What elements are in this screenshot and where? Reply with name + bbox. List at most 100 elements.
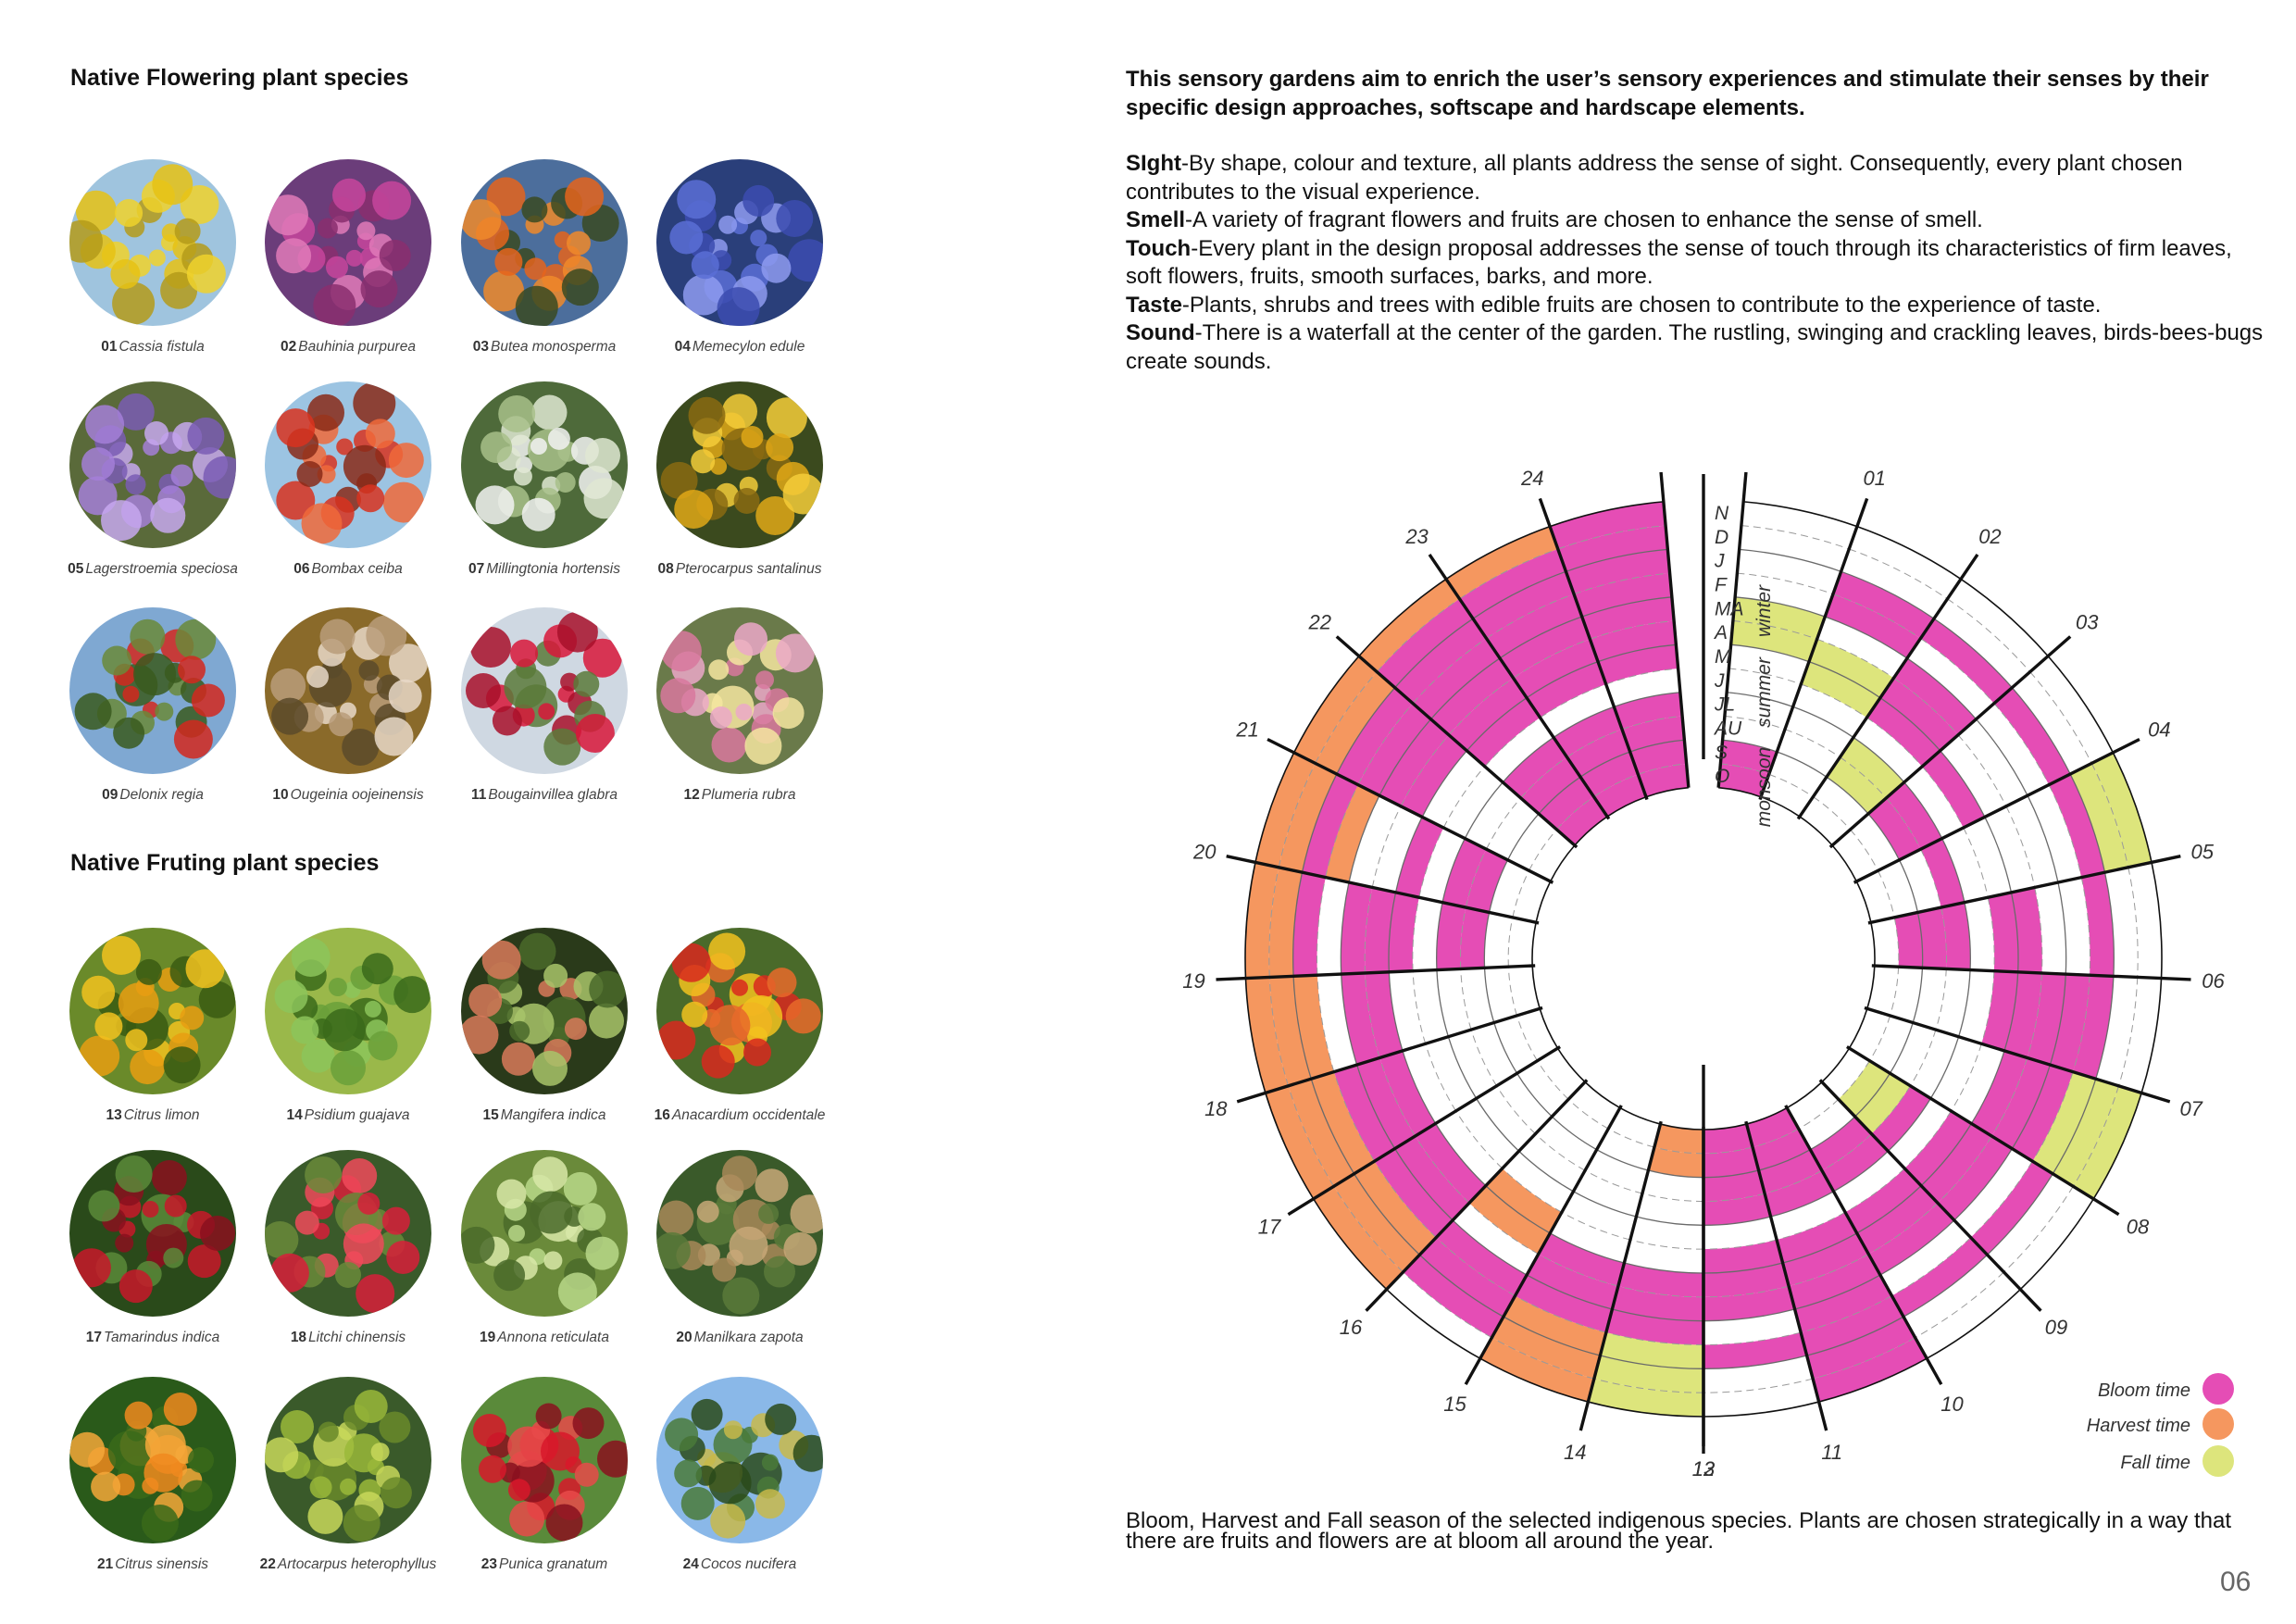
month-ring: [1806, 1316, 1904, 1356]
species-sector: [1244, 862, 1537, 979]
species-number-label: 19: [1182, 969, 1204, 993]
month-ring: [1614, 692, 1680, 707]
month-ring: [1459, 548, 1558, 600]
month-ring: [1526, 1274, 1613, 1310]
month-ring: [1436, 969, 1450, 1037]
bloom-cell: [1515, 1275, 1613, 1333]
bloom-cell: [1557, 525, 1668, 572]
month-ring: [2103, 872, 2115, 977]
ring-edge: [1244, 978, 1267, 1093]
fall-cell: [1600, 1332, 1703, 1369]
plant-name: Artocarpus heterophyllus: [277, 1556, 437, 1572]
month-ring: [1493, 1022, 1518, 1074]
plant-caption: 21 Citrus sinensis: [56, 1556, 250, 1573]
plant-photo-icon: [69, 1150, 236, 1317]
plant-name: Memecylon edule: [692, 339, 805, 355]
plant-name: Cocos nucifera: [700, 1556, 797, 1572]
plant-caption: 08 Pterocarpus santalinus: [643, 561, 837, 578]
bloom-cell: [1703, 1332, 1807, 1369]
bloom-cell: [1357, 703, 1431, 796]
plant-name: Punica granatum: [499, 1556, 608, 1572]
bloom-cell: [1503, 737, 1567, 798]
species-sector: [1866, 966, 2163, 1093]
harvest-cell: [1279, 763, 1337, 873]
month-ring: [1885, 797, 1922, 850]
month-ring: [1301, 773, 1338, 873]
plant-name: Bougainvillea glabra: [488, 787, 618, 803]
bloom-cell: [1806, 1317, 1915, 1380]
sense-touch: Touch-Every plant in the design proposal…: [1126, 235, 2265, 292]
radial-divider: [1578, 1120, 1663, 1431]
plant-card: 08 Pterocarpus santalinus: [643, 381, 837, 578]
radial-divider: [1818, 1079, 2042, 1312]
phenology-chart: 01 02 03 04 05 06 07 08 09 10 11 12 13 14 15 16 17 18 19 20…: [1126, 435, 2296, 1514]
month-ring: [1816, 638, 1894, 679]
month-ring: [1844, 1168, 1905, 1213]
bloom-cell: [1292, 872, 1326, 977]
month-ring: [1990, 1057, 2028, 1137]
plant-card: 03 Butea monosperma: [447, 159, 642, 356]
month-ring: [1333, 1186, 1404, 1273]
month-ring: [1784, 729, 1841, 758]
month-ring: [1516, 1072, 1553, 1118]
plant-photo-icon: [69, 159, 236, 326]
month-ring: [1278, 763, 1316, 868]
month-ring: [1732, 620, 1817, 640]
bloom-cell: [1810, 1116, 1872, 1171]
bloom-cell: [1765, 1170, 1834, 1218]
month-ring: [1877, 870, 1895, 918]
month-ring: [1447, 1036, 1478, 1099]
month-ring: [1893, 917, 1900, 968]
month-label: D: [1715, 527, 1728, 548]
bloom-cell: [1527, 1254, 1618, 1310]
month-ring: [1364, 887, 1373, 973]
bloom-cell: [1904, 1110, 1972, 1186]
month-ring: [1889, 1022, 1914, 1074]
month-ring: [1953, 1148, 2013, 1221]
month-ring: [1316, 877, 1327, 976]
species-number-label: 23: [1404, 525, 1429, 548]
sense-text: -There is a waterfall at the center of t…: [1126, 320, 2264, 374]
radial-divider: [1464, 1105, 1623, 1386]
bloom-cell: [1703, 1124, 1753, 1154]
ring-edge: [1926, 1288, 2021, 1359]
month-ring: [1340, 881, 1350, 975]
plant-name: Delonix regia: [119, 787, 204, 803]
month-ring: [1970, 1050, 2005, 1124]
bloom-cell: [1580, 752, 1639, 797]
month-ring: [1549, 1232, 1625, 1264]
month-ring: [1970, 1160, 2033, 1238]
month-ring: [1512, 870, 1530, 918]
plant-number: 09: [102, 787, 119, 803]
month-ring: [2048, 784, 2082, 878]
species-sector: [1786, 1081, 2021, 1359]
bloom-cell: [1538, 1232, 1625, 1287]
month-ring: [1526, 661, 1599, 699]
radial-divider: [1365, 1079, 1589, 1312]
intro-text: This sensory gardens aim to enrich the u…: [1126, 67, 2209, 120]
bloom-cell: [1395, 817, 1444, 898]
bloom-cell: [1379, 1050, 1436, 1137]
month-ring: [1903, 1254, 1989, 1318]
month-ring: [1502, 736, 1554, 783]
month-ring: [1557, 525, 1666, 550]
plant-number: 13: [106, 1107, 122, 1123]
species-number-label: 17: [1258, 1215, 1281, 1238]
harvest-cell: [1269, 976, 1312, 1086]
month-ring: [1703, 1169, 1759, 1179]
bloom-cell: [1550, 501, 1666, 549]
month-ring: [1891, 1237, 1972, 1296]
month-ring: [1869, 1015, 1891, 1061]
month-ring: [2031, 1071, 2074, 1162]
month-ring: [2027, 794, 2059, 883]
month-ring: [1741, 525, 1850, 550]
bloom-cell: [1394, 618, 1487, 704]
bloom-cell: [1867, 797, 1921, 860]
month-ring: [1792, 706, 1854, 738]
fall-cell: [2070, 763, 2128, 873]
plant-caption: 24 Cocos nucifera: [643, 1556, 837, 1573]
month-ring: [1502, 1168, 1563, 1213]
plant-photo: [265, 1377, 431, 1543]
month-ring: [2069, 773, 2106, 873]
bloom-cell: [1617, 1263, 1703, 1297]
